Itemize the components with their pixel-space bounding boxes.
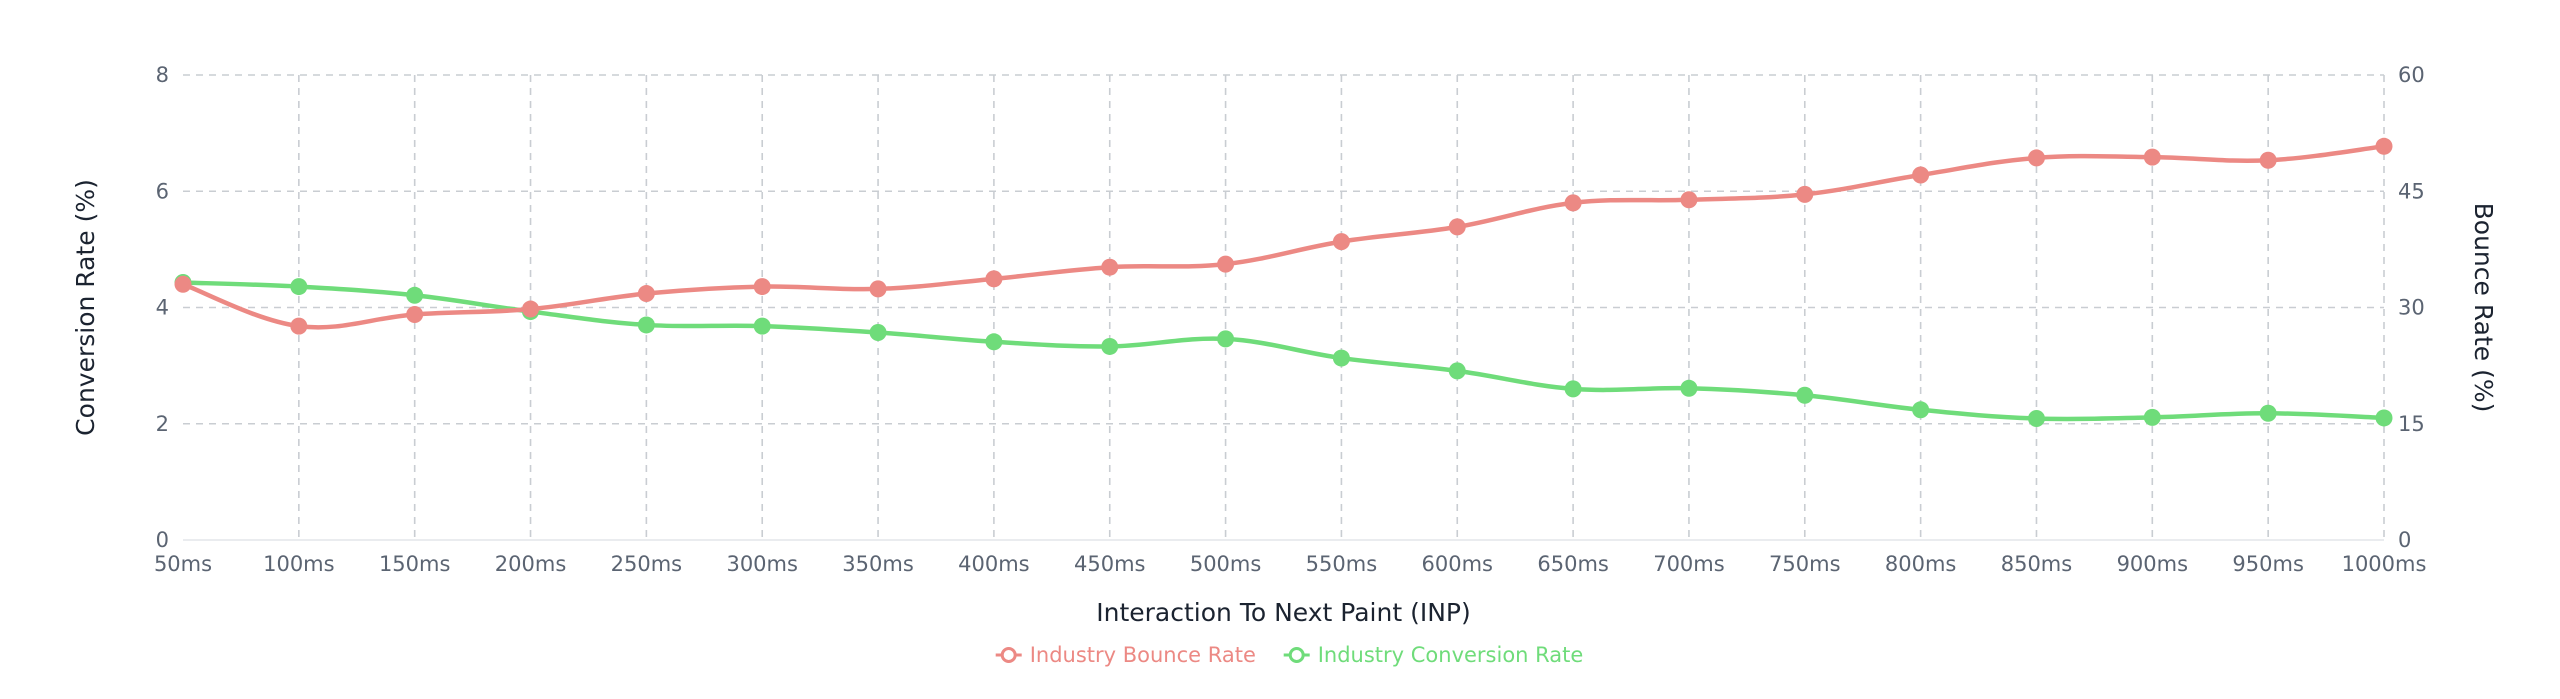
data-point-industry-bounce-rate[interactable] [174, 275, 192, 293]
x-tick-label: 600ms [1422, 552, 1493, 576]
y-right-tick-label: 0 [2398, 528, 2411, 552]
data-point-industry-conversion-rate[interactable] [2259, 404, 2277, 422]
y-right-axis-title: Bounce Rate (%) [2469, 203, 2498, 413]
x-axis-title: Interaction To Next Paint (INP) [1096, 598, 1471, 627]
x-tick-label: 250ms [611, 552, 682, 576]
data-point-industry-bounce-rate[interactable] [1564, 194, 1582, 212]
legend-item-industry-conversion-rate[interactable]: Industry Conversion Rate [1283, 643, 1584, 667]
data-point-industry-bounce-rate[interactable] [2259, 151, 2277, 169]
y-right-tick-label: 60 [2398, 63, 2425, 87]
legend-marker-icon [1288, 647, 1305, 663]
legend-item-industry-bounce-rate[interactable]: Industry Bounce Rate [995, 643, 1256, 667]
series-industry-conversion-rate [174, 274, 2393, 428]
data-point-industry-conversion-rate[interactable] [1796, 386, 1814, 404]
data-point-industry-conversion-rate[interactable] [1680, 379, 1698, 397]
x-tick-label: 950ms [2232, 552, 2303, 576]
data-point-industry-bounce-rate[interactable] [2375, 137, 2393, 155]
x-tick-label: 900ms [2117, 552, 2188, 576]
x-tick-label: 300ms [726, 552, 797, 576]
y-right-tick-label: 30 [2398, 296, 2425, 320]
y-left-tick-label: 2 [156, 412, 169, 436]
x-tick-label: 550ms [1306, 552, 1377, 576]
data-point-industry-bounce-rate[interactable] [869, 280, 887, 298]
data-point-industry-bounce-rate[interactable] [522, 300, 540, 318]
axes: 50ms 100ms 150ms 200ms 250ms 300ms 350ms 400ms 4… [71, 63, 2498, 627]
data-point-industry-conversion-rate[interactable] [753, 317, 771, 335]
y-left-tick-label: 0 [156, 528, 169, 552]
data-point-industry-bounce-rate[interactable] [2027, 149, 2045, 167]
data-point-industry-bounce-rate[interactable] [1796, 185, 1814, 203]
y-left-axis-title: Conversion Rate (%) [71, 179, 100, 436]
data-point-industry-bounce-rate[interactable] [753, 278, 771, 296]
legend-marker-icon [1000, 647, 1017, 663]
y-right-tick-label: 15 [2398, 412, 2425, 436]
series-industry-bounce-rate [174, 137, 2393, 335]
data-point-industry-conversion-rate[interactable] [2027, 410, 2045, 428]
data-point-industry-bounce-rate[interactable] [406, 305, 424, 323]
data-point-industry-conversion-rate[interactable] [1217, 330, 1235, 348]
x-tick-label: 1000ms [2342, 552, 2427, 576]
y-left-tick-label: 4 [156, 296, 169, 320]
data-point-industry-bounce-rate[interactable] [985, 270, 1003, 288]
series-layer [174, 137, 2393, 428]
legend-label: Industry Bounce Rate [1030, 643, 1256, 667]
data-point-industry-conversion-rate[interactable] [1564, 380, 1582, 398]
data-point-industry-bounce-rate[interactable] [1101, 258, 1119, 276]
data-point-industry-conversion-rate[interactable] [1101, 337, 1119, 355]
data-point-industry-conversion-rate[interactable] [1912, 401, 1930, 419]
legend[interactable]: Industry Bounce Rate Industry Conversion … [995, 643, 1584, 667]
data-point-industry-conversion-rate[interactable] [869, 323, 887, 341]
data-point-industry-conversion-rate[interactable] [985, 333, 1003, 351]
y-left-tick-label: 6 [156, 179, 169, 203]
data-point-industry-conversion-rate[interactable] [406, 286, 424, 304]
data-point-industry-bounce-rate[interactable] [290, 317, 308, 335]
x-tick-label: 750ms [1769, 552, 1840, 576]
x-tick-label: 850ms [2001, 552, 2072, 576]
x-tick-label: 200ms [495, 552, 566, 576]
data-point-industry-bounce-rate[interactable] [1912, 166, 1930, 184]
x-tick-label: 700ms [1653, 552, 1724, 576]
data-point-industry-conversion-rate[interactable] [637, 316, 655, 334]
x-tick-label: 450ms [1074, 552, 1145, 576]
data-point-industry-bounce-rate[interactable] [2143, 148, 2161, 166]
x-tick-label: 100ms [263, 552, 334, 576]
legend-label: Industry Conversion Rate [1318, 643, 1584, 667]
data-point-industry-bounce-rate[interactable] [1217, 255, 1235, 273]
data-point-industry-bounce-rate[interactable] [1448, 218, 1466, 236]
x-tick-label: 150ms [379, 552, 450, 576]
data-point-industry-bounce-rate[interactable] [637, 285, 655, 303]
x-tick-label: 400ms [958, 552, 1029, 576]
y-right-tick-label: 45 [2398, 179, 2425, 203]
x-tick-label: 50ms [154, 552, 212, 576]
y-left-tick-label: 8 [156, 63, 169, 87]
data-point-industry-bounce-rate[interactable] [1680, 191, 1698, 209]
x-tick-label: 800ms [1885, 552, 1956, 576]
series-line-industry-conversion-rate [180, 280, 2387, 422]
data-point-industry-conversion-rate[interactable] [2143, 408, 2161, 426]
data-point-industry-conversion-rate[interactable] [2375, 409, 2393, 427]
x-tick-label: 650ms [1537, 552, 1608, 576]
data-point-industry-bounce-rate[interactable] [1332, 233, 1350, 251]
data-point-industry-conversion-rate[interactable] [1448, 362, 1466, 380]
data-point-industry-conversion-rate[interactable] [290, 278, 308, 296]
series-line-industry-bounce-rate [180, 144, 2387, 330]
x-tick-label: 350ms [842, 552, 913, 576]
x-tick-label: 500ms [1190, 552, 1261, 576]
data-point-industry-conversion-rate[interactable] [1332, 349, 1350, 367]
